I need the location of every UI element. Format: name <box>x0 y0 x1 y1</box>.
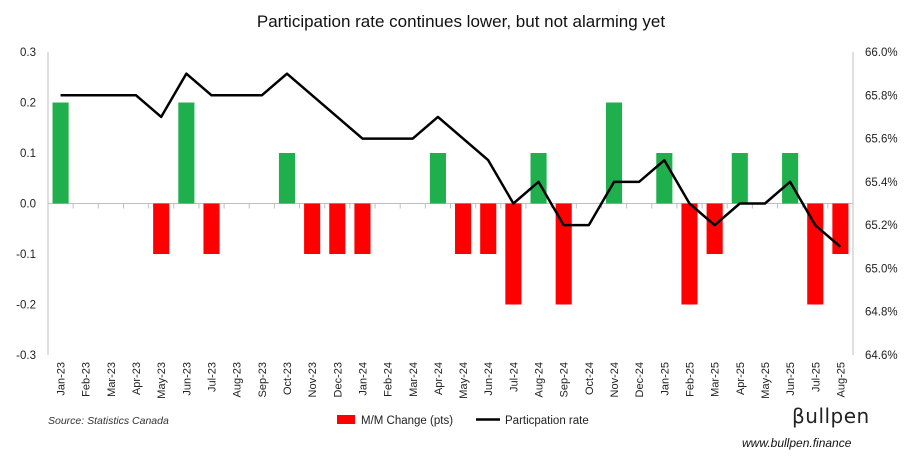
x-tick-label: May-23 <box>156 362 168 399</box>
chart-title: Participation rate continues lower, but … <box>257 12 666 31</box>
x-tick-label: Feb-25 <box>684 362 696 397</box>
left-tick-label: 0.2 <box>20 98 36 110</box>
x-tick-label: Aug-25 <box>835 362 847 397</box>
x-axis-ticks: Jan-23 Feb-23 Mar-23 Apr-23 May-23 Jun-23 Jul-… <box>56 362 848 399</box>
bar-Nov-24 <box>605 102 623 204</box>
bar-Jul-25 <box>807 203 824 305</box>
x-tick-label: Sep-24 <box>559 362 571 397</box>
x-tick-label: Aug-24 <box>534 362 546 397</box>
bar-Dec-23 <box>329 203 346 254</box>
bar-Aug-25 <box>832 203 849 254</box>
participation-rate-line <box>60 72 842 248</box>
left-tick-label: 0.0 <box>20 199 36 211</box>
bar-Mar-25 <box>706 203 723 254</box>
bar-Jun-24 <box>480 203 497 254</box>
x-tick-label: Mar-23 <box>106 362 118 397</box>
x-tick-label: Jan-24 <box>357 362 369 396</box>
x-tick-label: May-24 <box>458 362 470 399</box>
bar-Sep-24 <box>555 203 572 305</box>
bar-Jan-24 <box>354 203 371 254</box>
x-tick-label: Jul-23 <box>207 362 219 392</box>
x-tick-label: Dec-24 <box>634 362 646 397</box>
bar-Jul-24 <box>505 203 522 305</box>
right-tick-label: 65.6% <box>865 134 898 146</box>
left-tick-label: 0.3 <box>20 47 36 59</box>
right-tick-label: 64.8% <box>865 307 898 319</box>
bar-Feb-25 <box>681 203 698 305</box>
bar-Jun-25 <box>782 153 799 204</box>
bar-Aug-24 <box>530 153 547 204</box>
legend-bar-label: M/M Change (pts) <box>361 415 453 427</box>
x-tick-label: Nov-24 <box>609 362 621 397</box>
bar-Jan-23 <box>52 102 69 204</box>
bar-Nov-23 <box>304 203 321 254</box>
x-tick-label: Mar-24 <box>408 362 420 397</box>
x-tick-label: Jan-23 <box>56 362 68 396</box>
x-tick-label: Jun-24 <box>483 362 495 396</box>
website-link[interactable]: www.bullpen.finance <box>742 436 852 450</box>
bar-May-23 <box>153 203 170 254</box>
x-tick-label: Feb-23 <box>81 362 93 397</box>
right-tick-label: 65.2% <box>865 220 898 232</box>
x-tick-label: Oct-24 <box>584 362 596 395</box>
left-tick-label: -0.3 <box>16 350 36 362</box>
legend-line-label: Particpation rate <box>505 415 589 427</box>
right-tick-label: 66.0% <box>865 47 898 59</box>
x-tick-label: Feb-24 <box>383 362 395 397</box>
x-tick-label: Jun-23 <box>181 362 193 396</box>
bar-Jun-23 <box>178 102 195 204</box>
x-tick-label: Jan-25 <box>659 362 671 396</box>
right-axis-ticks: 66.0% 65.8% 65.6% 65.4% 65.2% 65.0% 64.8% 64.6% <box>865 47 898 362</box>
brand-logo: βullpen <box>792 404 870 428</box>
bar-May-24 <box>455 203 472 254</box>
x-tick-label: Apr-24 <box>433 362 445 395</box>
left-tick-label: -0.2 <box>16 300 36 312</box>
x-tick-label: Jul-25 <box>810 362 822 392</box>
x-tick-label: Oct-23 <box>282 362 294 395</box>
left-axis-ticks: 0.3 0.2 0.1 0.0 -0.1 -0.2 -0.3 <box>16 47 36 362</box>
bar-Jul-23 <box>203 203 220 254</box>
left-tick-label: 0.1 <box>20 148 36 160</box>
legend-bar-swatch <box>337 415 355 424</box>
x-tick-label: Aug-23 <box>232 362 244 397</box>
right-tick-label: 65.8% <box>865 90 898 102</box>
right-tick-label: 65.0% <box>865 263 898 275</box>
x-tick-label: May-25 <box>760 362 772 399</box>
right-tick-label: 65.4% <box>865 177 898 189</box>
x-tick-label: Apr-25 <box>735 362 747 395</box>
x-tick-label: Dec-23 <box>332 362 344 397</box>
bar-Oct-23 <box>278 153 296 204</box>
bar-Apr-25 <box>731 153 748 204</box>
x-tick-label: Sep-23 <box>257 362 269 397</box>
x-tick-label: Jul-24 <box>508 362 520 392</box>
source-note: Source: Statistics Canada <box>48 415 169 427</box>
x-tick-label: Nov-23 <box>307 362 319 397</box>
left-tick-label: -0.1 <box>16 249 36 261</box>
x-tick-label: Mar-25 <box>710 362 722 397</box>
x-tick-label: Apr-23 <box>131 362 143 395</box>
x-tick-label: Jun-25 <box>785 362 797 396</box>
legend: M/M Change (pts) Particpation rate <box>337 415 589 427</box>
right-tick-label: 64.6% <box>865 350 898 362</box>
line-series <box>60 72 842 248</box>
bar-Apr-24 <box>429 153 446 204</box>
